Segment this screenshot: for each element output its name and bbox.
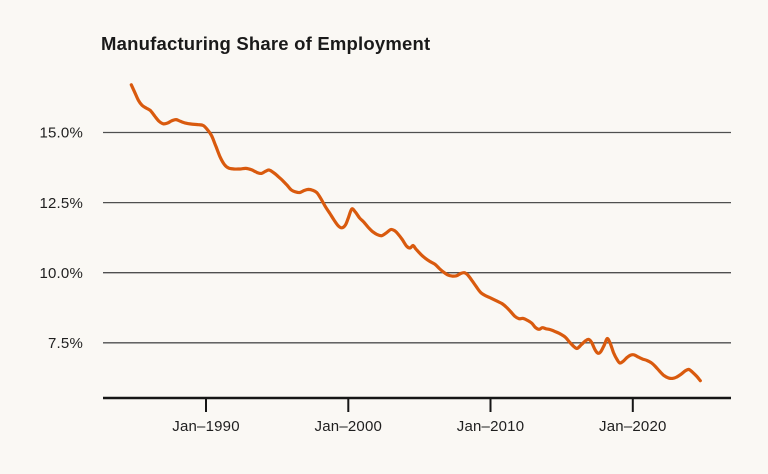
x-tick-label: Jan–2010	[457, 418, 525, 435]
chart-title: Manufacturing Share of Employment	[101, 33, 431, 54]
x-tick-label: Jan–2020	[599, 418, 667, 435]
y-tick-label: 15.0%	[39, 125, 83, 142]
y-tick-label: 10.0%	[39, 265, 83, 282]
y-tick-label: 12.5%	[39, 195, 83, 212]
x-tick-label: Jan–2000	[315, 418, 383, 435]
employment-share-line	[129, 83, 702, 383]
x-tick-label: Jan–1990	[172, 418, 240, 435]
y-tick-label: 7.5%	[48, 335, 83, 352]
